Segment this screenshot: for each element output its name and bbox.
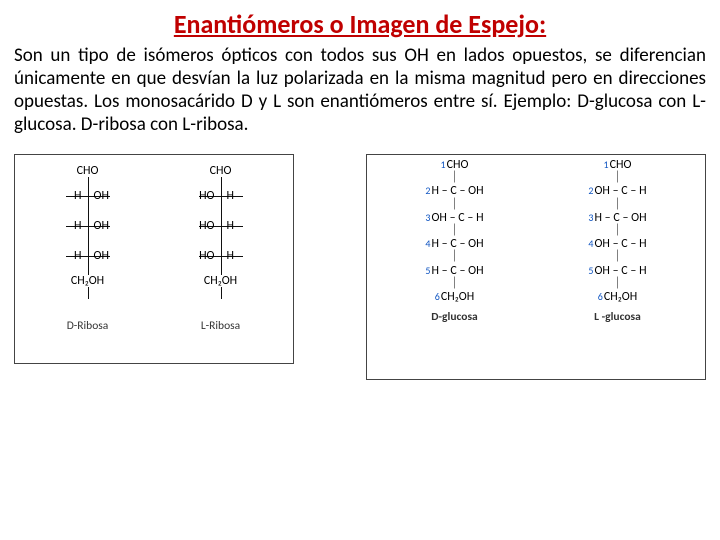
slide-body: Son un tipo de isómeros ópticos con todo… [14,44,706,136]
ribose-top: CHO [75,165,101,177]
ribose-caption-d: D-Ribosa [33,319,143,333]
glucose-d-line-8: 5H – C – OH [380,265,530,278]
glucose-molecule-l: 1CHO｜2OH – C – H｜3H – C – OH｜4OH – C – H… [543,159,693,359]
glucose-l-line-2: 2OH – C – H [543,185,693,198]
glucose-d-line-9: ｜ [380,278,530,291]
ribose-molecule-d: CHOHOHHOHHOHCH₂OHD-Ribosa [33,161,143,335]
glucose-l-line-4: 3H – C – OH [543,212,693,225]
slide-title: Enantiómeros o Imagen de Espejo: [14,8,706,40]
glucose-panel: 1CHO｜2H – C – OH｜3OH – C – H｜4H – C – OH… [366,154,706,380]
glucose-d-line-7: ｜ [380,251,530,264]
ribose-caption-l: L-Ribosa [166,319,276,333]
glucose-l-line-7: ｜ [543,251,693,264]
ribose-top: CHO [208,165,234,177]
ribose-bottom: CH₂OH [202,275,239,287]
glucose-l-line-9: ｜ [543,278,693,291]
glucose-d-line-3: ｜ [380,199,530,212]
glucose-d-line-10: 6CH₂OH [380,291,530,304]
ribose-d-row-0: HOH [33,181,143,211]
glucose-l-line-3: ｜ [543,199,693,212]
glucose-l-line-8: 5OH – C – H [543,265,693,278]
ribose-panel: CHOHOHHOHHOHCH₂OHD-RibosaCHOHOHHOHHOHCH₂… [14,154,294,364]
ribose-l-row-0: HOH [166,181,276,211]
glucose-d-line-2: 2H – C – OH [380,185,530,198]
glucose-caption-l: L -glucosa [543,310,693,324]
ribose-l-row-1: HOH [166,211,276,241]
ribose-molecule-l: CHOHOHHOHHOHCH₂OHL-Ribosa [166,161,276,335]
figures-row: CHOHOHHOHHOHCH₂OHD-RibosaCHOHOHHOHHOHCH₂… [14,154,706,380]
glucose-d-line-4: 3OH – C – H [380,212,530,225]
ribose-l-row-2: HOH [166,241,276,271]
ribose-bottom: CH₂OH [69,275,106,287]
glucose-caption-d: D-glucosa [380,310,530,324]
ribose-d-row-1: HOH [33,211,143,241]
ribose-d-row-2: HOH [33,241,143,271]
glucose-molecule-d: 1CHO｜2H – C – OH｜3OH – C – H｜4H – C – OH… [380,159,530,359]
glucose-l-line-10: 6CH₂OH [543,291,693,304]
